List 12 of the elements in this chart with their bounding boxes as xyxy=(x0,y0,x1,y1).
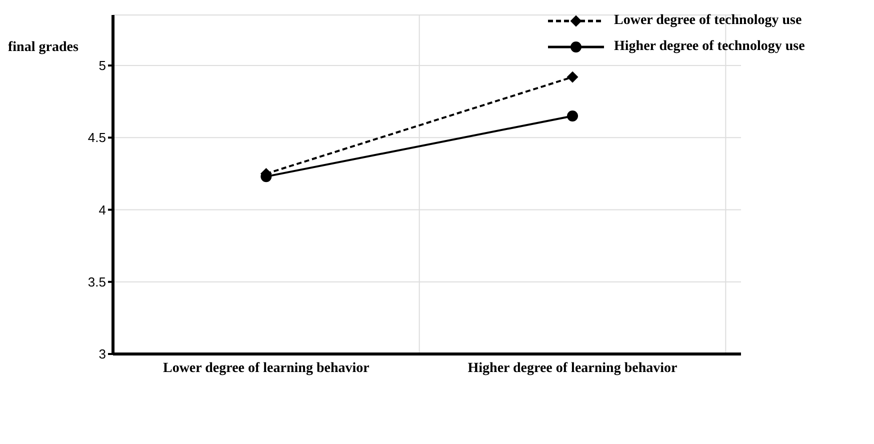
legend-label: Higher degree of technology use xyxy=(614,39,805,55)
point xyxy=(567,110,578,122)
x-tick-label: Lower degree of learning behavior xyxy=(163,360,370,376)
point xyxy=(567,72,578,83)
y-tick-label: 5 xyxy=(98,58,106,74)
y-tick-label: 3 xyxy=(98,346,106,362)
y-tick-label: 3.5 xyxy=(88,274,106,290)
y-axis-title: final grades xyxy=(8,40,78,56)
x-tick-label: Higher degree of learning behavior xyxy=(468,360,678,376)
y-tick-label: 4 xyxy=(98,202,106,218)
legend-label: Lower degree of technology use xyxy=(614,13,802,29)
y-tick-label: 4.5 xyxy=(88,130,106,146)
